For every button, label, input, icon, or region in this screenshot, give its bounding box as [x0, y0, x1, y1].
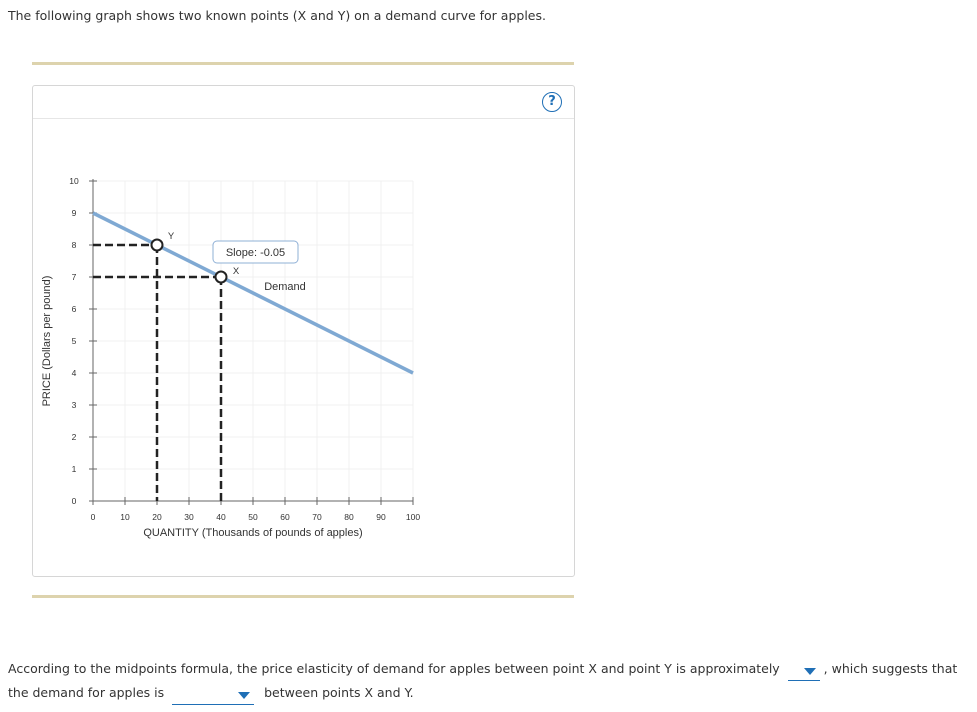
point-label-x: X	[233, 266, 240, 277]
y-tick-label: 1	[72, 464, 77, 474]
x-axis-label: QUANTITY (Thousands of pounds of apples)	[143, 527, 362, 539]
intro-text: The following graph shows two known poin…	[8, 8, 546, 23]
graph-panel: ? 0 10 20 30 40 50 60 70 80 90 100 0 1 2 3 4 5 6 7 8 9 10 QUAN…	[32, 85, 575, 577]
x-tick-label: 30	[184, 512, 194, 522]
demand-curve	[92, 211, 414, 375]
question-part4: between points X and Y.	[264, 685, 414, 700]
question-text: According to the midpoints formula, the …	[8, 657, 968, 705]
y-tick-label: 7	[72, 272, 77, 282]
y-tick-label: 9	[72, 208, 77, 218]
point-y	[150, 238, 164, 252]
y-tick-label: 10	[69, 176, 79, 186]
point-x	[214, 270, 228, 284]
chevron-down-icon	[238, 692, 251, 699]
point-label-y: Y	[168, 231, 175, 242]
y-tick-label: 0	[72, 496, 77, 506]
panel-header-divider	[33, 118, 574, 119]
x-tick-label: 10	[120, 512, 130, 522]
y-axis-label: PRICE (Dollars per pound)	[41, 276, 53, 407]
x-tick-label: 100	[406, 512, 420, 522]
question-part1: According to the midpoints formula, the …	[8, 661, 780, 676]
x-tick-label: 70	[312, 512, 322, 522]
chevron-down-icon	[803, 668, 816, 675]
y-tick-label: 4	[72, 368, 77, 378]
slope-annotation-text: Slope: -0.05	[226, 247, 285, 259]
y-tick-label: 2	[72, 432, 77, 442]
y-tick-label: 6	[72, 304, 77, 314]
top-divider	[32, 62, 574, 65]
x-tick-label: 80	[344, 512, 354, 522]
bottom-divider	[32, 595, 574, 598]
question-part2: , which suggests that	[823, 661, 958, 676]
series-label-demand: Demand	[264, 281, 306, 293]
x-tick-label: 0	[91, 512, 96, 522]
slope-annotation-box	[212, 240, 299, 264]
y-tick-label: 8	[72, 240, 77, 250]
question-part3: the demand for apples is	[8, 685, 165, 700]
y-tick-label: 5	[72, 336, 77, 346]
elasticity-dropdown[interactable]	[787, 662, 820, 681]
x-tick-label: 90	[376, 512, 386, 522]
x-tick-label: 50	[248, 512, 258, 522]
x-tick-label: 20	[152, 512, 162, 522]
y-tick-label: 3	[72, 400, 77, 410]
x-tick-label: 40	[216, 512, 226, 522]
demand-chart: 0 10 20 30 40 50 60 70 80 90 100 0 1 2 3 4 5 6 7 8 9 10 QUANTI…	[41, 176, 420, 539]
question-circle-icon[interactable]: ?	[542, 92, 562, 112]
demand-type-dropdown[interactable]	[172, 686, 255, 705]
x-tick-label: 60	[280, 512, 290, 522]
